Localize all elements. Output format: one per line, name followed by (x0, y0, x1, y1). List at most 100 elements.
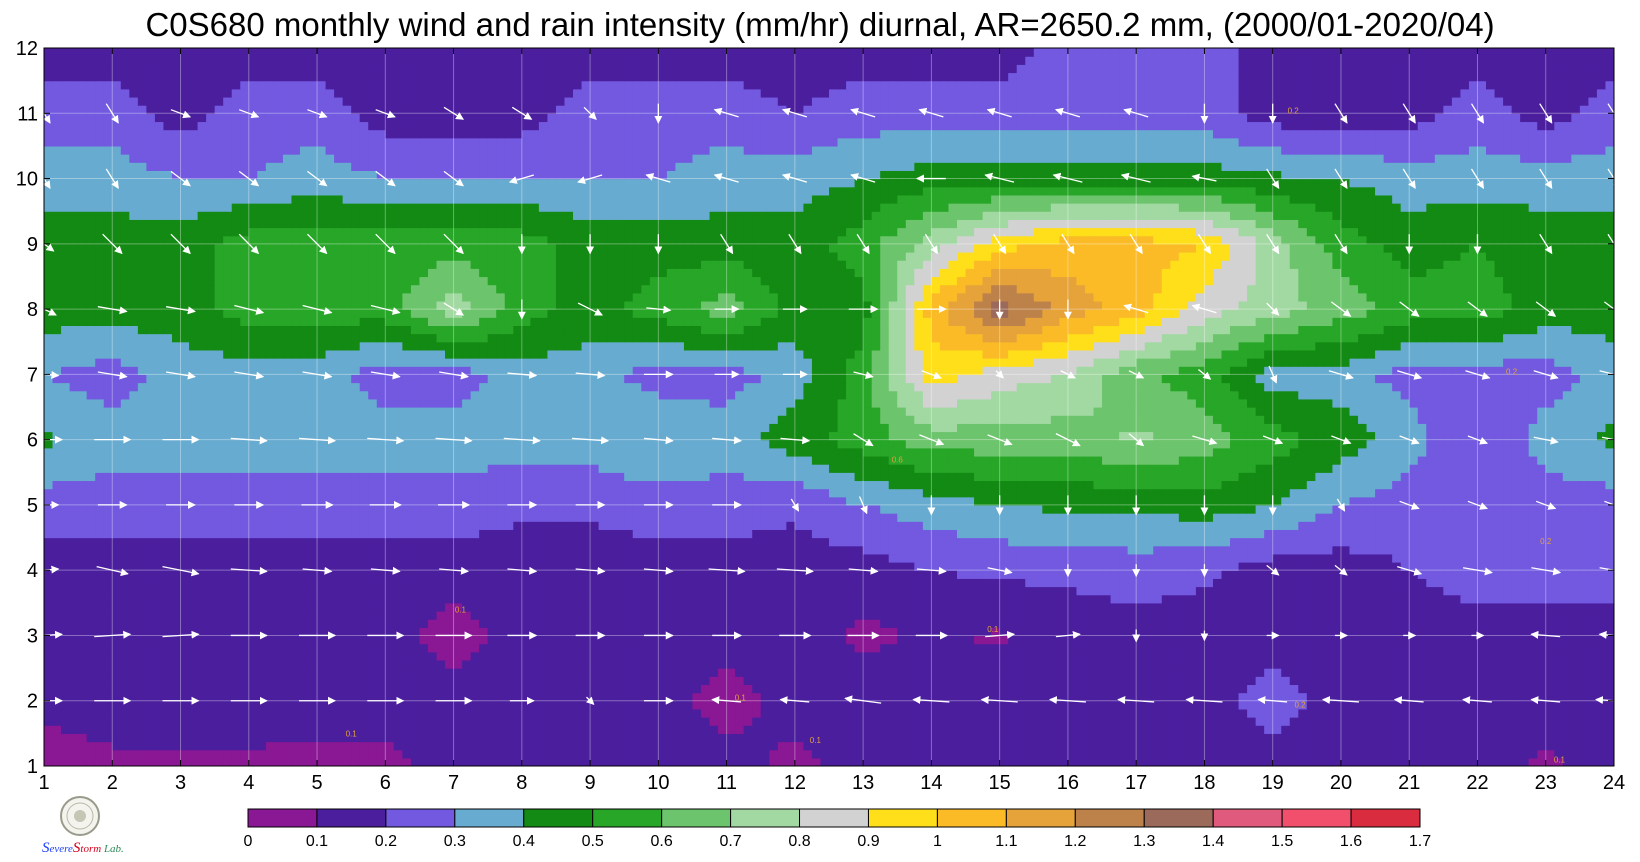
heatmap-cell (752, 749, 762, 759)
heatmap-cell (555, 643, 566, 653)
heatmap-cell (1050, 545, 1060, 555)
heatmap-cell (359, 676, 369, 686)
heatmap-cell (410, 684, 421, 694)
heatmap-cell (1579, 553, 1590, 563)
heatmap-cell (1110, 757, 1120, 766)
heatmap-cell (948, 741, 958, 751)
heatmap-cell (666, 619, 677, 628)
heatmap-cell (299, 717, 310, 726)
heatmap-cell (325, 741, 335, 751)
heatmap-cell (137, 708, 147, 718)
heatmap-cell (359, 562, 369, 571)
heatmap-cell (334, 749, 344, 759)
heatmap-cell (1537, 594, 1547, 604)
heatmap-cell (120, 570, 130, 579)
heatmap-cell (632, 586, 642, 596)
heatmap-cell (632, 545, 642, 555)
heatmap-cell (120, 602, 130, 612)
heatmap-cell (1264, 741, 1274, 751)
heatmap-cell (171, 725, 182, 734)
heatmap-cell (752, 651, 762, 661)
heatmap-cell (1255, 578, 1265, 588)
heatmap-cell (487, 757, 497, 766)
heatmap-cell (197, 700, 207, 710)
heatmap-cell (1383, 741, 1393, 751)
heatmap-cell (1494, 545, 1504, 555)
heatmap-cell (137, 545, 147, 555)
heatmap-cell (692, 627, 702, 637)
heatmap-cell (641, 553, 651, 563)
heatmap-cell (410, 749, 421, 759)
heatmap-cell (1562, 562, 1572, 571)
heatmap-cell (359, 578, 369, 588)
heatmap-cell (291, 717, 301, 726)
heatmap-cell (777, 708, 787, 718)
heatmap-cell (265, 578, 275, 588)
heatmap-cell (982, 545, 992, 555)
heatmap-cell (1537, 602, 1547, 612)
heatmap-cell (615, 725, 625, 734)
heatmap-cell (991, 651, 1001, 661)
heatmap-cell (206, 610, 216, 620)
heatmap-cell (402, 562, 412, 571)
heatmap-cell (86, 749, 96, 759)
heatmap-cell (52, 684, 62, 694)
heatmap-cell (1443, 717, 1453, 726)
heatmap-cell (999, 562, 1009, 571)
heatmap-cell (735, 602, 745, 612)
heatmap-cell (1025, 700, 1035, 710)
heatmap-cell (61, 619, 71, 628)
heatmap-cell (820, 676, 830, 686)
heatmap-cell (846, 717, 856, 726)
heatmap-cell (385, 651, 395, 661)
heatmap-cell (1050, 757, 1060, 766)
heatmap-cell (1332, 684, 1342, 694)
heatmap-cell (1204, 635, 1214, 645)
heatmap-cell (1195, 586, 1206, 596)
heatmap-cell (974, 610, 984, 620)
heatmap-cell (1204, 757, 1214, 766)
heatmap-cell (829, 651, 839, 661)
heatmap-cell (1605, 553, 1614, 563)
heatmap-cell (248, 676, 258, 686)
heatmap-cell (1238, 708, 1248, 718)
heatmap-cell (120, 594, 130, 604)
heatmap-cell (445, 553, 455, 563)
heatmap-cell (1545, 643, 1555, 653)
heatmap-cell (982, 570, 992, 579)
heatmap-cell (462, 545, 472, 555)
heatmap-cell (393, 578, 403, 588)
heatmap-cell (880, 602, 890, 612)
heatmap-cell (999, 619, 1009, 628)
heatmap-cell (1426, 741, 1436, 751)
heatmap-cell (641, 578, 651, 588)
heatmap-cell (641, 659, 651, 669)
heatmap-cell (743, 562, 753, 571)
heatmap-cell (1554, 619, 1564, 628)
heatmap-cell (854, 602, 864, 612)
heatmap-cell (1477, 562, 1487, 571)
heatmap-cell (1119, 700, 1129, 710)
heatmap-cell (1443, 586, 1453, 596)
heatmap-cell (1588, 651, 1598, 661)
heatmap-cell (240, 749, 250, 759)
heatmap-cell (1042, 562, 1052, 571)
heatmap-cell (282, 570, 293, 579)
heatmap-cell (846, 741, 856, 751)
heatmap-cell (154, 757, 165, 766)
heatmap-cell (1494, 668, 1504, 677)
heatmap-cell (197, 668, 207, 677)
heatmap-cell (769, 725, 779, 734)
heatmap-cell (248, 594, 258, 604)
heatmap-cell (880, 594, 890, 604)
heatmap-cell (342, 733, 352, 743)
heatmap-cell (1571, 733, 1581, 743)
heatmap-cell (154, 717, 165, 726)
heatmap-cell (513, 659, 523, 669)
heatmap-cell (624, 570, 634, 579)
heatmap-cell (299, 700, 310, 710)
heatmap-cell (555, 708, 566, 718)
heatmap-cell (573, 570, 583, 579)
heatmap-cell (564, 692, 574, 702)
heatmap-cell (325, 668, 335, 677)
